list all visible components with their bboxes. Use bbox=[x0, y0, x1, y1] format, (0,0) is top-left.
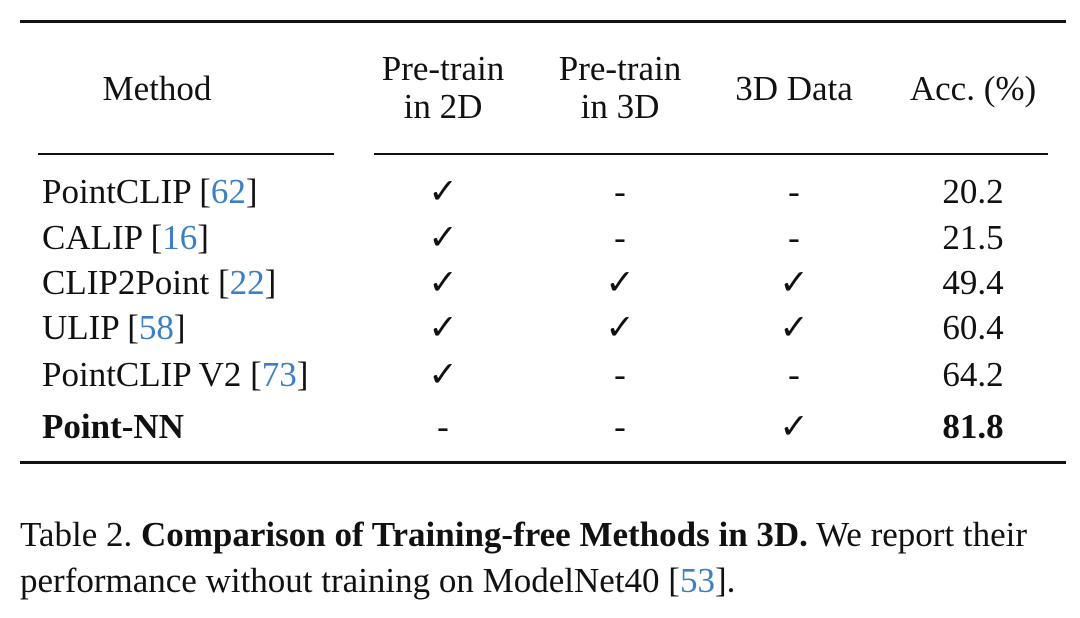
header-pretrain-3d: Pre-train in 3D bbox=[558, 49, 682, 126]
3d-data-cell: ✓ bbox=[779, 263, 809, 302]
accuracy-cell: 60.4 bbox=[942, 308, 1004, 347]
pretrain-2d-cell: ✓ bbox=[428, 263, 458, 302]
header-3d-data: 3D Data bbox=[735, 69, 853, 108]
header-accuracy: Acc. (%) bbox=[909, 69, 1037, 108]
accuracy-cell: 20.2 bbox=[942, 172, 1004, 211]
pretrain-3d-cell: - bbox=[614, 172, 626, 211]
accuracy-cell: 64.2 bbox=[942, 355, 1004, 394]
citation-link[interactable]: 16 bbox=[162, 218, 198, 257]
accuracy-cell: 21.5 bbox=[942, 218, 1004, 257]
3d-data-cell: - bbox=[788, 218, 800, 257]
pretrain-3d-cell: - bbox=[614, 407, 626, 446]
pretrain-3d-cell: ✓ bbox=[605, 263, 635, 302]
header-rule-method bbox=[38, 153, 334, 155]
method-label: PointCLIP V2 bbox=[42, 355, 242, 394]
caption-title: Comparison of Training-free Methods in 3… bbox=[140, 515, 808, 554]
pretrain-2d-cell: ✓ bbox=[428, 308, 458, 347]
accuracy-cell: 81.8 bbox=[942, 407, 1004, 446]
header-rule-columns bbox=[374, 153, 1048, 155]
caption-text: We report their performance without trai… bbox=[20, 515, 1028, 600]
3d-data-cell: - bbox=[788, 172, 800, 211]
method-name: ULIP [58] bbox=[42, 308, 186, 347]
pretrain-2d-cell: - bbox=[437, 407, 449, 446]
caption-label: Table 2. bbox=[20, 515, 133, 554]
method-label: Point-NN bbox=[42, 407, 184, 446]
method-label: CLIP2Point bbox=[42, 263, 210, 302]
pretrain-2d-cell: ✓ bbox=[428, 172, 458, 211]
method-name: Point-NN bbox=[42, 407, 184, 447]
header-method: Method bbox=[102, 69, 212, 108]
method-name: CLIP2Point [22] bbox=[42, 263, 277, 302]
citation-link[interactable]: 62 bbox=[210, 172, 246, 211]
pretrain-2d-cell: ✓ bbox=[428, 355, 458, 394]
method-name: CALIP [16] bbox=[42, 218, 209, 257]
accuracy-cell: 49.4 bbox=[942, 263, 1004, 302]
table-caption: Table 2. Comparison of Training-free Met… bbox=[20, 512, 1070, 604]
method-name: PointCLIP V2 [73] bbox=[42, 355, 309, 394]
pretrain-2d-cell: ✓ bbox=[428, 218, 458, 257]
pretrain-3d-cell: - bbox=[614, 355, 626, 394]
pretrain-3d-cell: ✓ bbox=[605, 308, 635, 347]
caption-citation-link[interactable]: 53 bbox=[679, 561, 715, 600]
citation-link[interactable]: 73 bbox=[261, 355, 297, 394]
pretrain-3d-cell: - bbox=[614, 218, 626, 257]
method-label: PointCLIP bbox=[42, 172, 191, 211]
3d-data-cell: ✓ bbox=[779, 308, 809, 347]
method-name: PointCLIP [62] bbox=[42, 172, 258, 211]
method-label: ULIP bbox=[42, 308, 119, 347]
caption-text-end: ]. bbox=[714, 561, 736, 600]
table-bottom-rule bbox=[20, 461, 1066, 464]
header-pretrain-2d: Pre-train in 2D bbox=[381, 49, 505, 126]
citation-link[interactable]: 58 bbox=[138, 308, 174, 347]
3d-data-cell: ✓ bbox=[779, 407, 809, 446]
3d-data-cell: - bbox=[788, 355, 800, 394]
citation-link[interactable]: 22 bbox=[229, 263, 265, 302]
table-top-rule bbox=[20, 20, 1066, 23]
method-label: CALIP bbox=[42, 218, 142, 257]
